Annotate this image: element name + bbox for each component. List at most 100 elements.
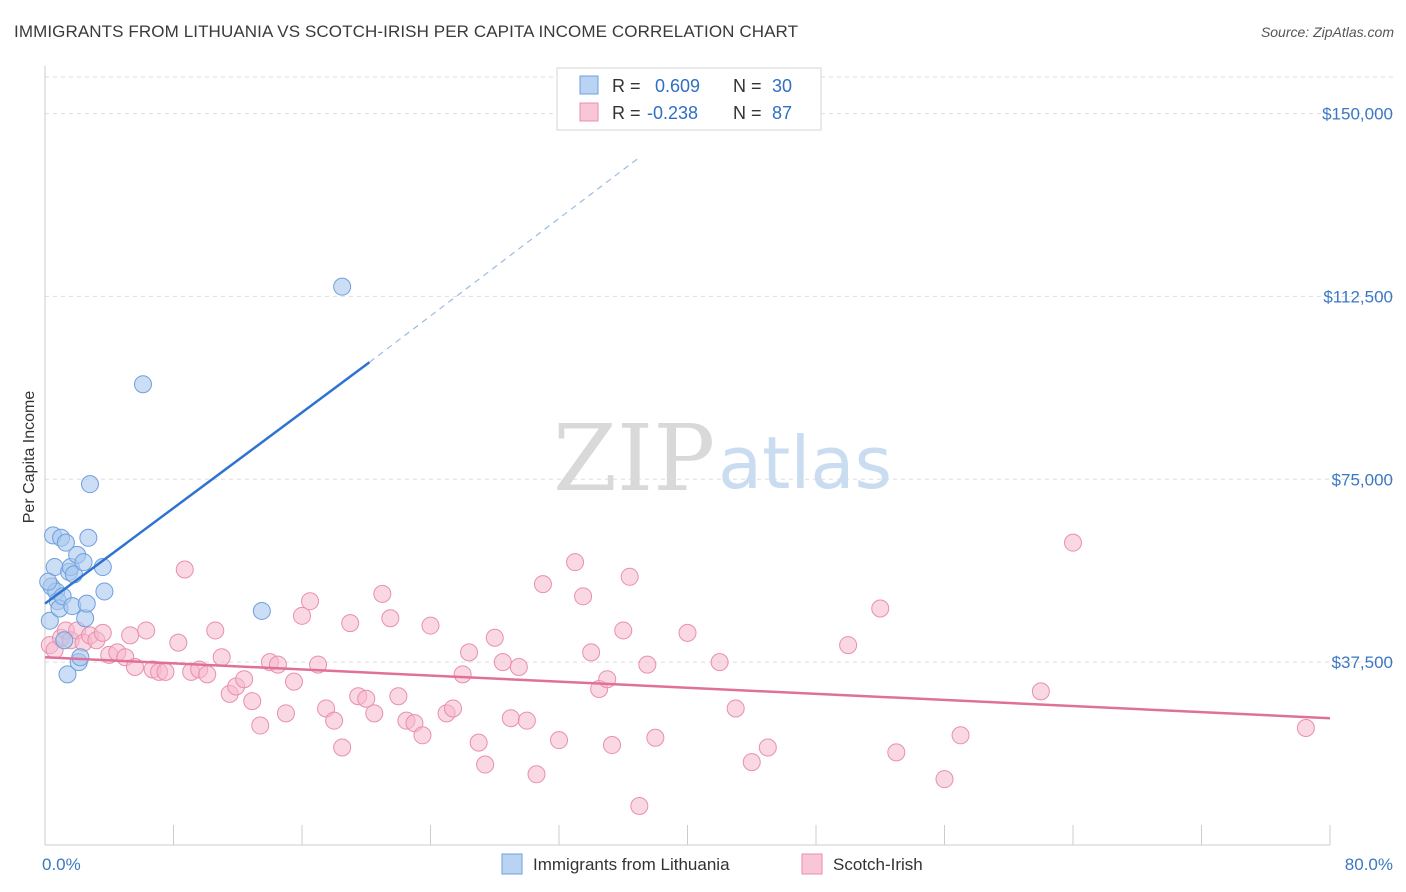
scotch-irish-point-32 bbox=[268, 655, 287, 674]
scotch-irish-point-58 bbox=[485, 628, 504, 647]
scotch-irish-point-36 bbox=[301, 592, 320, 611]
legend-box bbox=[556, 67, 822, 131]
y-tick-label-1: $75,000 bbox=[1332, 470, 1393, 489]
scotch-irish-point-56 bbox=[469, 733, 488, 752]
scotch-irish-point-47 bbox=[389, 687, 408, 706]
x-tick-label-0: 0.0% bbox=[42, 855, 81, 874]
lithuania-point-22 bbox=[79, 528, 98, 547]
scotch-irish-point-81 bbox=[758, 738, 777, 757]
scotch-irish-point-33 bbox=[276, 704, 295, 723]
scotch-irish-point-88 bbox=[1064, 533, 1082, 552]
scotch-irish-points bbox=[40, 533, 1315, 815]
scotch-irish-point-18 bbox=[156, 662, 175, 681]
legend-n-label-1: N = bbox=[733, 76, 762, 96]
scotch-irish-point-15 bbox=[137, 621, 156, 640]
scotch-irish-point-46 bbox=[381, 609, 400, 628]
lithuania-point-0 bbox=[40, 611, 59, 630]
legend-swatch-scotch-irish bbox=[579, 102, 599, 122]
scotch-irish-point-40 bbox=[333, 738, 352, 757]
chart-title: IMMIGRANTS FROM LITHUANIA VS SCOTCH-IRIS… bbox=[14, 22, 799, 41]
watermark: ZIP atlas bbox=[553, 405, 892, 512]
legend-n-value-1: 30 bbox=[772, 76, 792, 96]
scotch-irish-point-43 bbox=[357, 689, 376, 708]
scotch-irish-trend-line bbox=[44, 656, 1331, 720]
series-swatch-scotch-irish bbox=[801, 853, 823, 875]
scotch-irish-point-84 bbox=[887, 743, 906, 762]
scotch-irish-point-23 bbox=[198, 665, 217, 684]
legend-swatch-lithuania bbox=[579, 75, 599, 95]
x-tick-label-1: 80.0% bbox=[1345, 855, 1393, 874]
y-axis-label: Per Capita Income bbox=[21, 391, 38, 524]
lithuania-point-23 bbox=[80, 475, 99, 494]
scotch-irish-point-45 bbox=[373, 584, 392, 603]
lithuania-point-28 bbox=[333, 277, 352, 296]
lithuania-point-25 bbox=[95, 582, 114, 601]
scotch-irish-point-60 bbox=[501, 709, 520, 728]
scotch-irish-point-55 bbox=[460, 643, 479, 662]
scotch-irish-point-85 bbox=[935, 770, 954, 789]
scotch-irish-point-78 bbox=[710, 653, 729, 672]
lithuania-point-10 bbox=[56, 533, 75, 552]
scotch-irish-point-86 bbox=[951, 726, 970, 745]
scotch-irish-point-39 bbox=[325, 711, 344, 730]
lithuania-points bbox=[39, 277, 352, 684]
scotch-irish-point-13 bbox=[121, 626, 140, 645]
scotch-irish-point-67 bbox=[574, 587, 593, 606]
scotch-irish-point-66 bbox=[566, 553, 585, 572]
lithuania-trend-line bbox=[44, 361, 371, 605]
y-tick-labels: $37,500 $75,000 $112,500 $150,000 bbox=[1322, 105, 1393, 673]
series-label-lithuania: Immigrants from Lithuania bbox=[533, 855, 730, 874]
scotch-irish-point-89 bbox=[1296, 718, 1315, 737]
series-label-scotch-irish: Scotch-Irish bbox=[833, 855, 923, 874]
lithuania-point-19 bbox=[74, 553, 93, 572]
lithuania-point-9 bbox=[55, 631, 74, 650]
source-label: Source: ZipAtlas.com bbox=[1260, 24, 1394, 40]
series-swatch-lithuania bbox=[501, 853, 523, 875]
lithuania-point-27 bbox=[252, 601, 271, 620]
scotch-irish-point-25 bbox=[212, 648, 231, 667]
scotch-irish-point-80 bbox=[742, 753, 761, 772]
x-tick-labels: 0.0% 80.0% bbox=[42, 855, 1393, 874]
y-tick-label-0: $37,500 bbox=[1332, 653, 1393, 672]
y-tick-label-2: $112,500 bbox=[1323, 287, 1393, 306]
lithuania-point-21 bbox=[77, 594, 96, 613]
legend-r-label-1: R = bbox=[612, 76, 641, 96]
scotch-irish-point-64 bbox=[533, 575, 552, 594]
scotch-irish-point-87 bbox=[1031, 682, 1050, 701]
scotch-irish-point-75 bbox=[638, 655, 657, 674]
scotch-irish-point-76 bbox=[646, 728, 665, 747]
lithuania-point-29 bbox=[39, 572, 58, 591]
scotch-irish-point-54 bbox=[453, 665, 472, 684]
lithuania-point-26 bbox=[133, 375, 152, 394]
scotch-irish-point-65 bbox=[550, 731, 568, 750]
scotch-irish-point-79 bbox=[726, 699, 745, 718]
legend-r-label-2: R = bbox=[612, 103, 641, 123]
scotch-irish-point-68 bbox=[582, 643, 601, 662]
scotch-irish-point-30 bbox=[251, 716, 270, 735]
trend-lines bbox=[44, 156, 1331, 720]
lithuania-point-11 bbox=[58, 665, 77, 684]
grid bbox=[45, 76, 1395, 663]
watermark-zip: ZIP bbox=[553, 405, 715, 512]
scotch-irish-point-9 bbox=[93, 623, 112, 642]
scotch-irish-point-63 bbox=[527, 765, 546, 784]
axes bbox=[44, 66, 1331, 846]
scotch-irish-point-59 bbox=[493, 653, 512, 672]
scotch-irish-point-19 bbox=[169, 633, 188, 652]
scotch-irish-point-61 bbox=[509, 658, 528, 677]
scotch-irish-point-34 bbox=[284, 672, 303, 691]
scotch-irish-point-51 bbox=[421, 616, 440, 635]
legend-n-value-2: 87 bbox=[772, 103, 792, 123]
scotch-irish-point-72 bbox=[614, 621, 633, 640]
correlation-legend: R = 0.609 N = 30 R = -0.238 N = 87 bbox=[556, 67, 822, 131]
scotch-irish-point-62 bbox=[517, 711, 536, 730]
scotch-irish-point-29 bbox=[243, 692, 262, 711]
scotch-irish-point-24 bbox=[206, 621, 225, 640]
y-tick-label-3: $150,000 bbox=[1322, 105, 1393, 124]
series-legend: Immigrants from Lithuania Scotch-Irish bbox=[501, 853, 923, 875]
watermark-atlas: atlas bbox=[718, 421, 892, 505]
scotch-irish-point-28 bbox=[235, 670, 254, 689]
scotch-irish-point-77 bbox=[678, 623, 697, 642]
scotch-irish-point-35 bbox=[293, 606, 311, 625]
